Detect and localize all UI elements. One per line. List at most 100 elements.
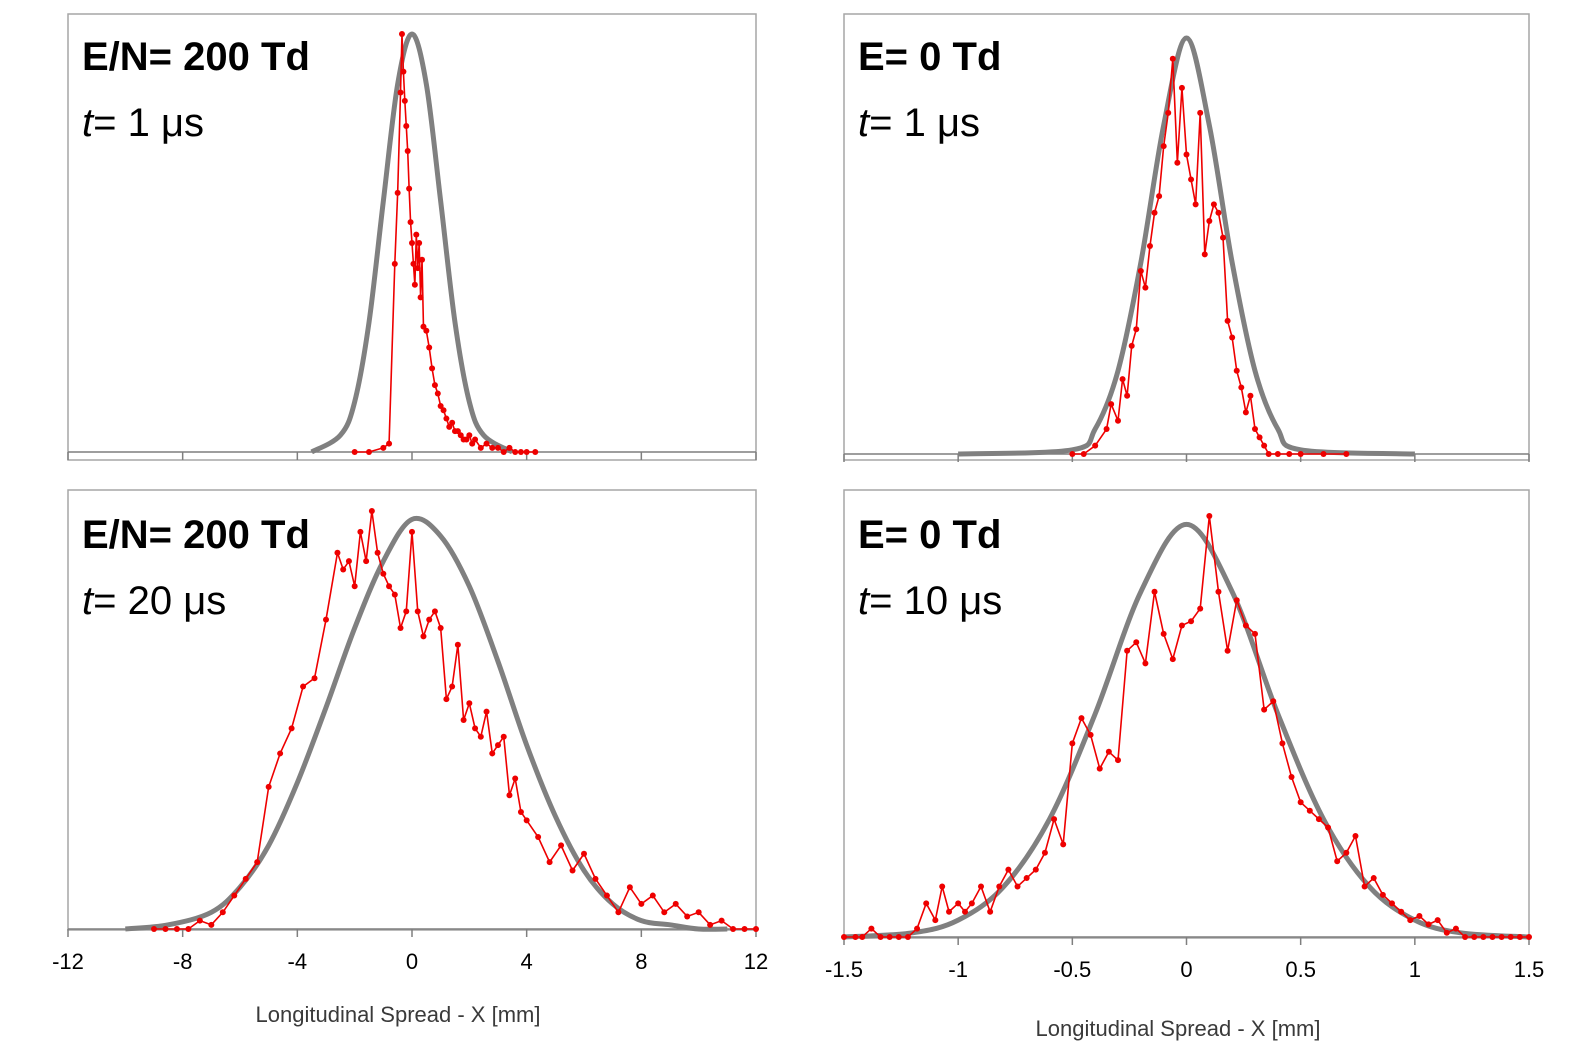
simulation-point <box>277 750 284 757</box>
simulation-point <box>477 733 484 740</box>
simulation-point <box>1507 934 1514 940</box>
x-axis: -12 -8 -4 0 4 8 12 <box>52 928 768 974</box>
simulation-point <box>403 122 410 129</box>
simulation-point <box>1325 824 1332 831</box>
model-curve-line <box>958 35 1415 457</box>
x-axis: -1.5 -1 -0.5 0 0.5 1 1.5 <box>825 936 1545 982</box>
x-axis-title-left: Longitudinal Spread - X [mm] <box>256 1002 541 1027</box>
simulation-point <box>1169 55 1176 62</box>
simulation-point <box>506 444 513 451</box>
simulation-point <box>1261 706 1268 713</box>
panel-title: E= 0 Td <box>858 513 1001 557</box>
panel-title: E= 0 Td <box>858 35 1001 79</box>
simulation-point <box>968 900 975 907</box>
simulation-point <box>1115 757 1121 764</box>
simulation-point <box>1014 883 1021 890</box>
simulation-point <box>741 926 748 932</box>
simulation-point <box>300 683 307 690</box>
simulation-point <box>419 256 426 263</box>
simulation-point <box>414 265 421 272</box>
model-curve <box>310 31 514 455</box>
simulation-point <box>1183 151 1190 158</box>
simulation-point <box>558 842 565 849</box>
simulation-point <box>1320 451 1327 457</box>
simulation-point <box>1215 588 1222 595</box>
panel-title: E/N= 200 Td <box>82 513 310 557</box>
model-curve <box>843 521 1530 940</box>
plot-frame <box>843 13 1530 461</box>
simulation-point <box>1041 849 1048 856</box>
simulation-point <box>962 908 969 915</box>
simulation-point <box>1220 234 1227 241</box>
simulation-point <box>1142 660 1149 667</box>
simulation-point <box>406 185 413 192</box>
simulation-point <box>397 625 404 632</box>
simulation-point <box>1096 765 1103 772</box>
simulation-point <box>334 549 341 556</box>
simulation-point <box>1103 426 1110 433</box>
simulation-point <box>151 926 157 932</box>
simulation-point <box>1352 832 1359 839</box>
simulation-point <box>407 219 414 226</box>
simulation-point <box>449 683 456 690</box>
simulation-point <box>661 909 668 916</box>
simulation-point <box>1224 647 1231 654</box>
simulation-point <box>1334 858 1341 865</box>
simulation-point <box>1146 243 1153 249</box>
simulation-series <box>151 508 759 932</box>
simulation-point <box>1124 392 1131 399</box>
simulation-point <box>1133 326 1140 333</box>
simulation-point <box>409 240 415 246</box>
simulation-series <box>1069 55 1350 457</box>
panel-time-label: t= 20 μs <box>82 579 226 623</box>
simulation-point <box>345 558 352 565</box>
simulation-point <box>506 792 513 799</box>
simulation-point <box>409 528 415 535</box>
simulation-point <box>1315 816 1322 823</box>
x-tick-label: 8 <box>635 949 647 974</box>
simulation-point <box>695 909 702 916</box>
simulation-point <box>1471 934 1478 940</box>
simulation-point <box>1306 807 1313 814</box>
simulation-point <box>460 717 467 723</box>
simulation-point <box>1206 218 1213 225</box>
simulation-point <box>242 875 249 882</box>
panel-top-left: E/N= 200 Td t= 1 μs <box>67 13 757 461</box>
x-axis <box>67 451 757 460</box>
simulation-point <box>1288 774 1295 781</box>
simulation-point <box>626 884 633 891</box>
simulation-point <box>411 281 418 288</box>
simulation-point <box>1069 740 1076 747</box>
panel-time-label: t= 1 μs <box>858 101 980 145</box>
simulation-point <box>495 444 501 451</box>
x-tick-label: 1.5 <box>1514 957 1545 982</box>
simulation-point <box>1192 201 1199 208</box>
simulation-point <box>368 508 375 514</box>
simulation-point <box>1151 588 1158 595</box>
simulation-point <box>500 449 507 455</box>
simulation-point <box>483 440 490 447</box>
simulation-point <box>351 583 358 590</box>
x-axis-title-right: Longitudinal Spread - X [mm] <box>1036 1016 1321 1041</box>
simulation-point <box>1297 799 1304 806</box>
simulation-point <box>987 908 994 915</box>
simulation-point <box>366 449 372 455</box>
simulation-point <box>410 260 417 267</box>
simulation-point <box>1279 740 1286 747</box>
simulation-point <box>939 883 946 890</box>
simulation-point <box>483 708 490 715</box>
simulation-point <box>1242 409 1249 416</box>
x-tick-label: -12 <box>52 949 84 974</box>
panel-bottom-right: -1.5 -1 -0.5 0 0.5 1 1.5 E= 0 Td t= 10 μs <box>825 489 1545 982</box>
simulation-point <box>500 733 507 740</box>
simulation-point <box>1370 875 1377 882</box>
simulation-point <box>1137 267 1144 274</box>
simulation-point <box>1156 193 1163 200</box>
simulation-point <box>718 917 725 924</box>
simulation-point <box>1452 925 1459 932</box>
simulation-point <box>1233 367 1240 374</box>
model-curve-line <box>843 521 1530 940</box>
simulation-point <box>219 909 226 916</box>
simulation-point <box>420 323 427 330</box>
